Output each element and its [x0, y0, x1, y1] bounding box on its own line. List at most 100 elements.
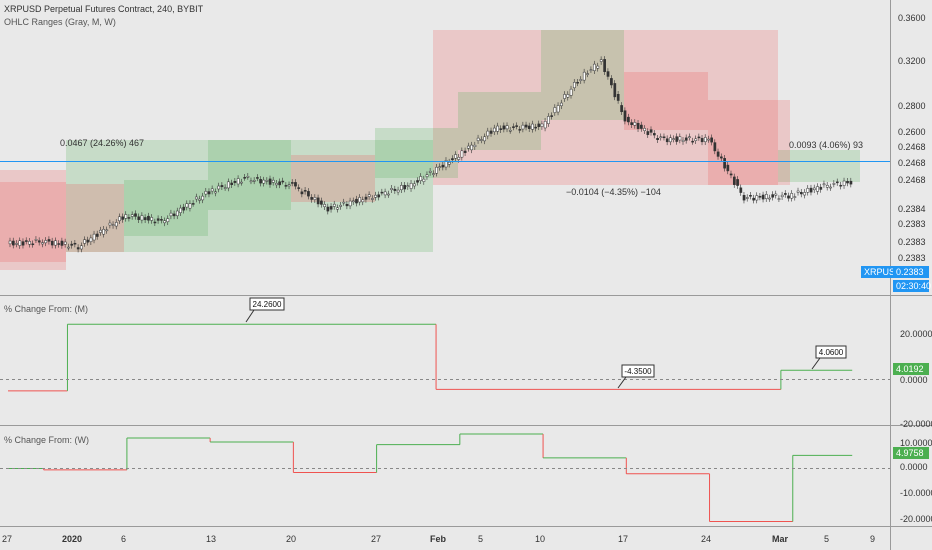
candle-body	[720, 156, 723, 159]
candle-body	[829, 186, 832, 189]
range-box	[778, 150, 860, 182]
candle-body	[278, 181, 281, 186]
candle-body	[227, 181, 230, 189]
candle-body	[256, 177, 259, 179]
candle-body	[50, 240, 54, 246]
range-box	[541, 30, 624, 120]
candle-body	[531, 123, 534, 130]
candle-body	[118, 216, 121, 222]
candle-body	[707, 138, 710, 141]
indicator-label[interactable]: OHLC Ranges (Gray, M, W)	[4, 17, 116, 27]
price-tick: 0.2383	[898, 253, 926, 263]
candle-body	[603, 59, 606, 72]
candle-body	[57, 243, 61, 245]
candle-body	[613, 83, 617, 98]
candle-body	[413, 183, 416, 187]
candle-body	[396, 189, 400, 193]
candle-body	[463, 150, 467, 154]
time-label: 20	[286, 534, 297, 544]
range-box	[458, 92, 541, 150]
candle-body	[233, 180, 237, 183]
candle-body	[34, 239, 38, 241]
time-label: 27	[2, 534, 13, 544]
candle-body	[755, 195, 759, 201]
symbol-title[interactable]: XRPUSD Perpetual Futures Contract, 240, …	[4, 4, 204, 14]
candle-body	[351, 200, 355, 203]
candle-body	[403, 185, 406, 190]
candle-body	[201, 195, 205, 201]
callout-m-mar: 4.0600	[811, 345, 847, 370]
candle-body	[716, 151, 720, 157]
candle-body	[108, 222, 112, 226]
candle-body	[726, 164, 730, 172]
callout-m-feb-text: -4.3500	[624, 367, 652, 376]
candle-body	[606, 71, 610, 77]
range-box	[208, 140, 291, 210]
candle-body	[303, 190, 307, 192]
candle-body	[457, 157, 461, 160]
candle-body	[483, 136, 486, 142]
candle-body	[105, 229, 109, 232]
candle-body	[271, 179, 275, 183]
candle-body	[80, 245, 83, 250]
candle-body	[435, 166, 438, 174]
countdown-tag: 02:30:40	[893, 280, 931, 292]
price-tick: 0.3200	[898, 56, 926, 66]
candle-body	[691, 140, 694, 143]
pane-w-title[interactable]: % Change From: (W)	[4, 435, 90, 445]
candle-body	[675, 136, 679, 142]
candle-body	[643, 128, 646, 131]
candle-body	[111, 224, 115, 226]
candle-body	[774, 193, 778, 196]
candle-body	[102, 229, 105, 235]
candle-body	[616, 94, 620, 101]
candle-body	[18, 240, 22, 246]
candle-body	[713, 142, 717, 152]
candle-body	[44, 240, 48, 244]
candle-body	[438, 166, 442, 168]
candle-body	[166, 218, 170, 223]
candle-body	[31, 243, 35, 246]
candle-body	[21, 241, 25, 246]
candle-body	[489, 130, 493, 134]
candle-body	[406, 185, 410, 187]
candle-body	[76, 247, 80, 250]
range-box	[0, 182, 66, 262]
candle-body	[524, 124, 528, 128]
candle-body	[204, 191, 208, 195]
range-box	[66, 140, 433, 252]
candle-body	[527, 125, 531, 129]
candle-body	[8, 240, 12, 245]
candle-body	[710, 137, 713, 143]
candle-body	[703, 137, 707, 143]
candle-body	[508, 129, 512, 132]
pane-m-title[interactable]: % Change From: (M)	[4, 304, 89, 314]
price-tick: 0.2384	[898, 204, 926, 214]
candle-body	[24, 240, 28, 242]
candle-body	[849, 180, 853, 185]
candle-body	[669, 137, 672, 143]
candle-body	[460, 150, 464, 158]
w-tick: -10.0000	[900, 488, 932, 498]
candle-body	[822, 183, 826, 186]
candle-body	[777, 198, 781, 200]
w-current-tag: 4.9758	[893, 447, 929, 459]
candle-body	[323, 204, 327, 207]
candle-body	[73, 242, 77, 245]
candle-body	[265, 180, 269, 182]
candle-body	[518, 129, 522, 131]
candle-body	[156, 218, 160, 221]
candle-body	[124, 214, 128, 219]
candle-body	[150, 217, 154, 221]
time-label: 5	[824, 534, 830, 544]
candle-body	[207, 191, 211, 195]
candle-body	[377, 194, 381, 198]
candle-body	[761, 194, 765, 200]
candle-body	[259, 179, 262, 184]
candle-body	[11, 240, 15, 246]
candle-body	[473, 144, 477, 147]
time-label: 24	[701, 534, 712, 544]
time-label: 5	[478, 534, 484, 544]
